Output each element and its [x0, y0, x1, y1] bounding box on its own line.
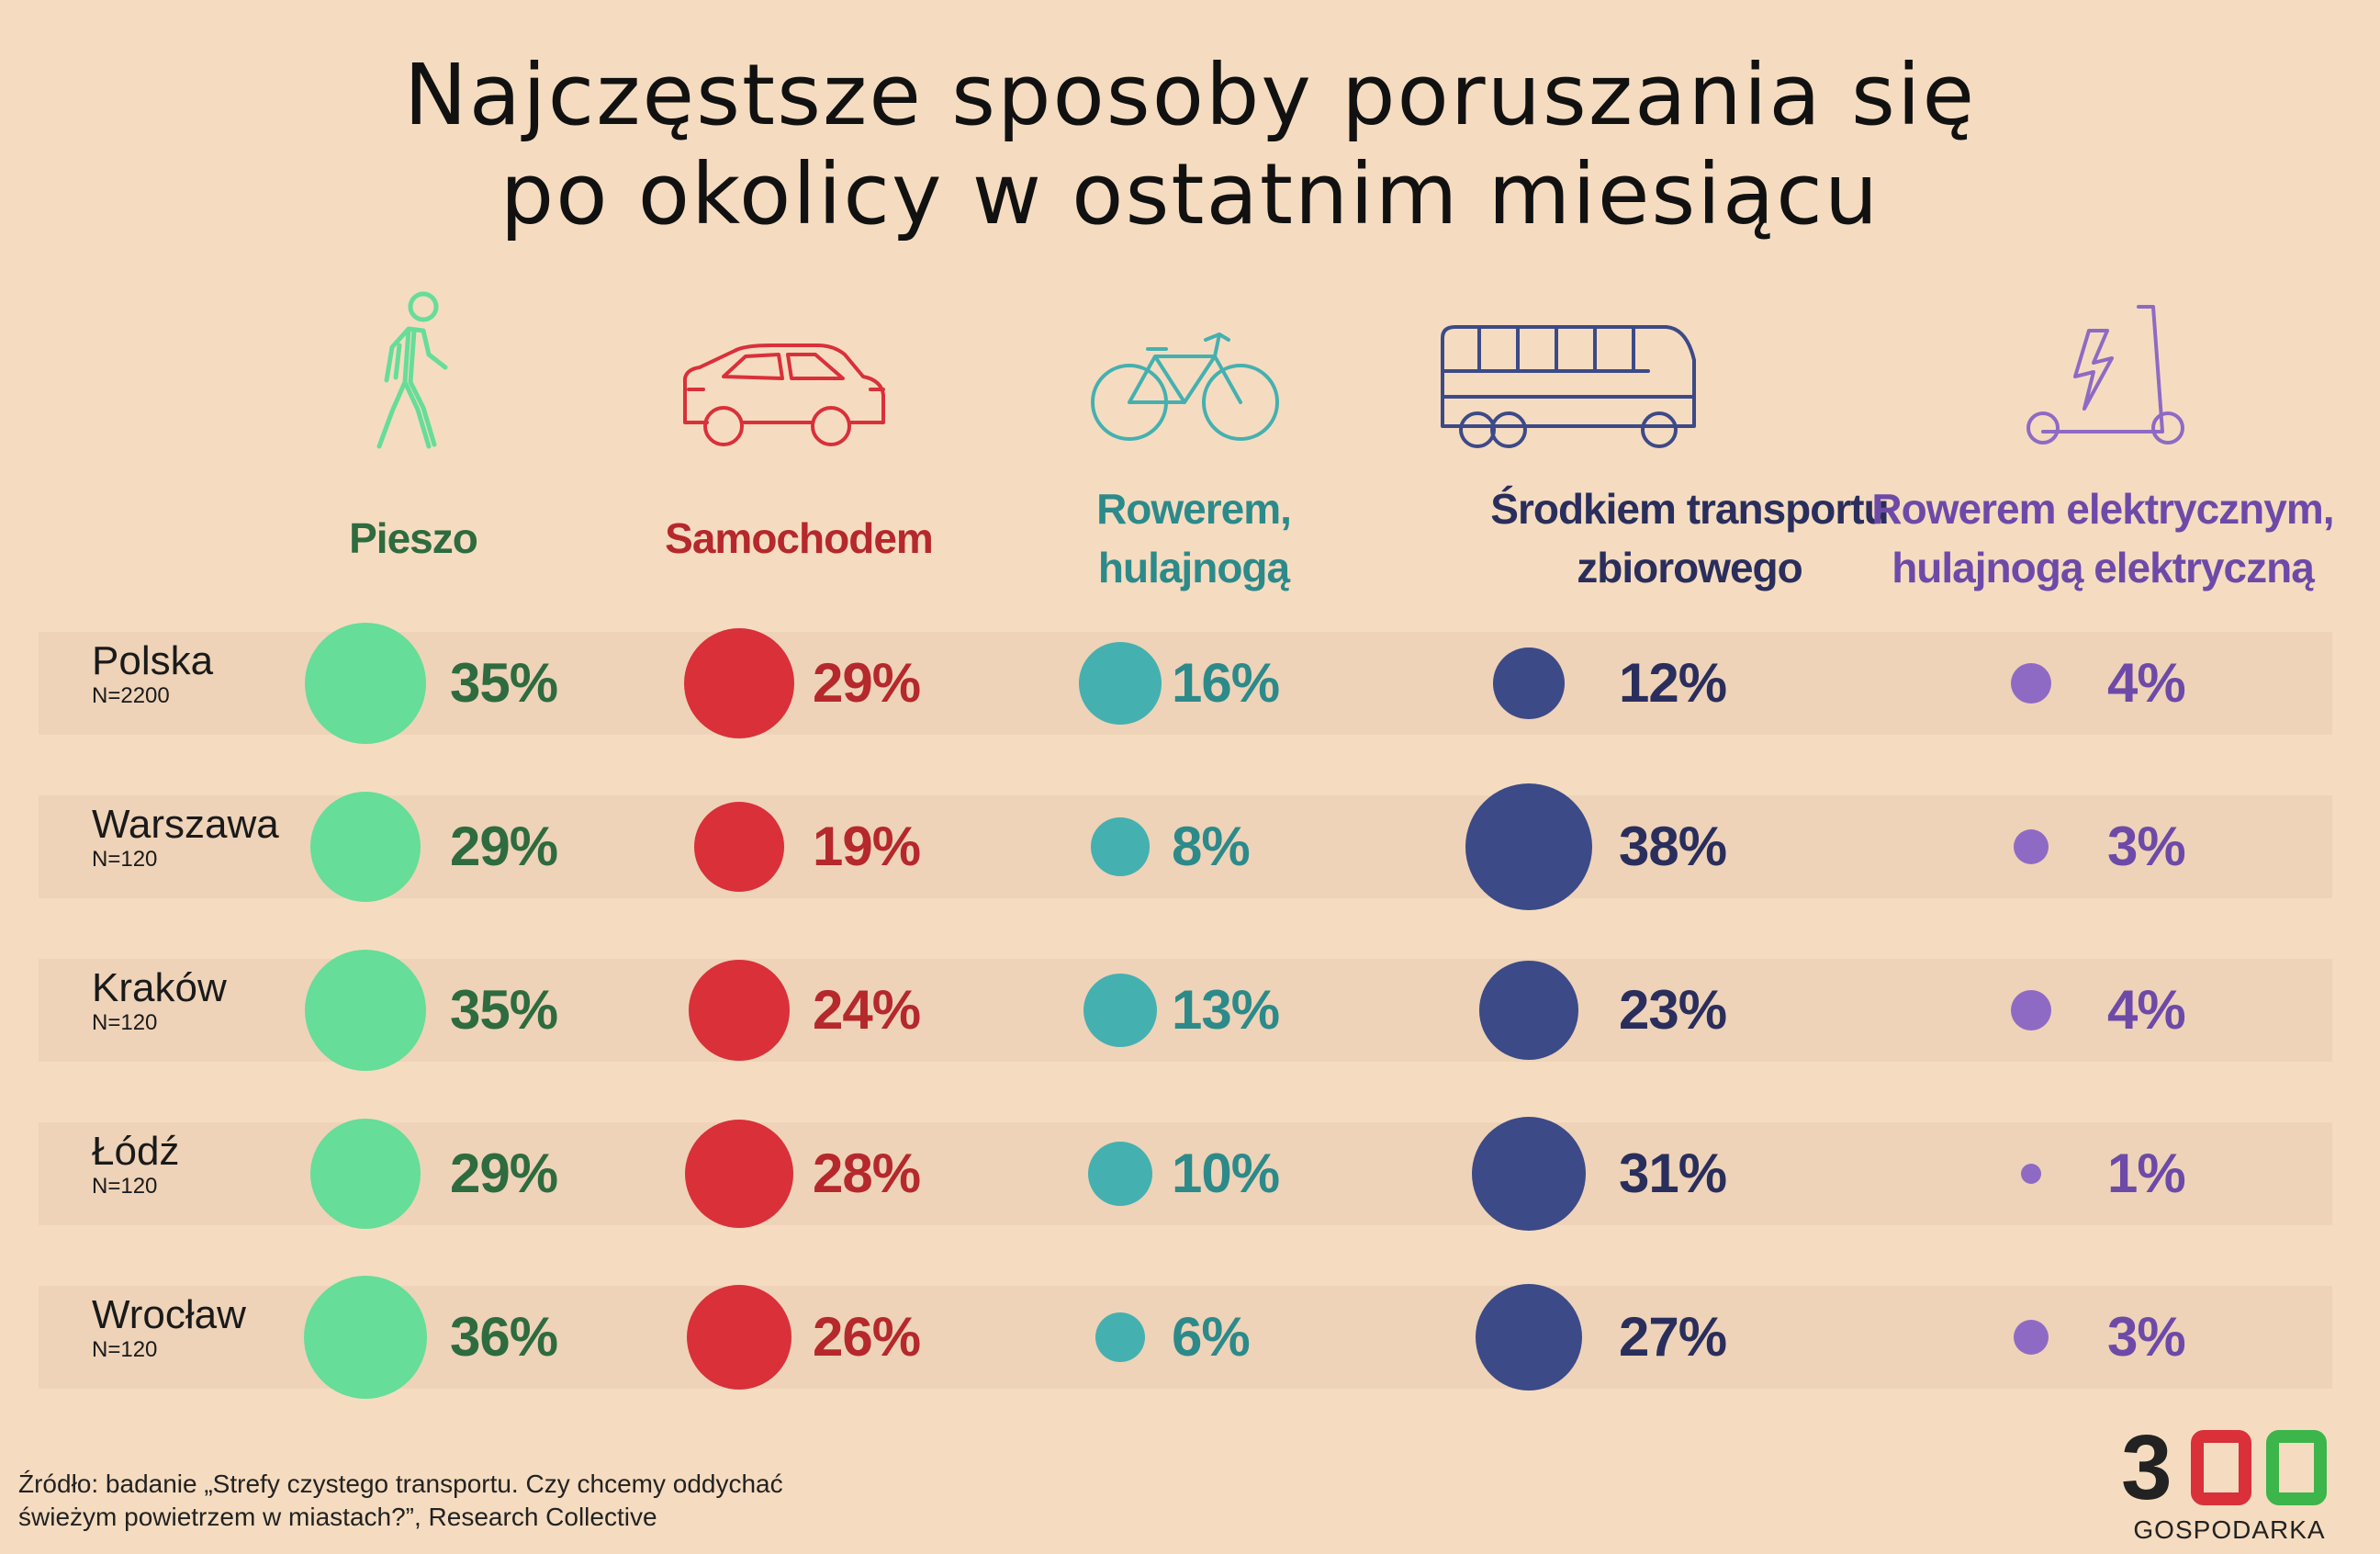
column-heading-rowerem: Rowerem, hulajnogą [982, 479, 1405, 597]
source-line-2: świeżym powietrzem w miastach?”, Researc… [18, 1503, 657, 1531]
value-label: 3% [2107, 1306, 2186, 1368]
bubble-mark [304, 949, 427, 1072]
column-heading-text-line-2: hulajnogą elektryczną [1892, 544, 2315, 591]
bubble-mark [689, 960, 790, 1061]
bubble-mark [303, 1275, 428, 1400]
bubble-mark [309, 1118, 421, 1230]
row-sample-size: N=120 [92, 1174, 158, 1199]
bubble-mark [2013, 1319, 2049, 1356]
row-sample-size: N=120 [92, 1010, 158, 1035]
column-heading-text-line-2: hulajnogą [1097, 544, 1290, 591]
bubble-mark [2020, 1163, 2042, 1185]
row-name: Łódź [92, 1129, 180, 1174]
row-label: Warszawa N=120 [92, 803, 279, 873]
bubble-mark [683, 627, 795, 739]
bubble-mark [1087, 1141, 1153, 1207]
bubble-mark [1091, 817, 1150, 876]
chart-title-line-1: Najczęstsze sposoby poruszania się [403, 46, 1977, 144]
logo-number: 3 [2121, 1422, 2338, 1514]
bubble-mark [684, 1119, 794, 1229]
value-label: 24% [813, 979, 921, 1041]
bubble-mark [1095, 1312, 1146, 1363]
value-label: 29% [450, 816, 558, 877]
value-label: 6% [1172, 1306, 1251, 1368]
row-label: Kraków N=120 [92, 966, 227, 1036]
bubble-mark [1475, 1283, 1583, 1391]
column-heading-text: Samochodem [665, 514, 934, 562]
bubble-mark [304, 622, 427, 745]
row-name: Polska [92, 638, 214, 683]
value-label: 16% [1172, 652, 1280, 714]
logo-zero-red [2191, 1430, 2251, 1505]
row-label: Polska N=2200 [92, 639, 213, 709]
bus-icon [1437, 323, 1699, 452]
logo-word: GOSPODARKA [2133, 1515, 2326, 1544]
value-label: 19% [813, 816, 921, 877]
bubble-mark [2010, 662, 2052, 704]
row-label: Wrocław N=120 [92, 1293, 246, 1363]
bubble-mark [1079, 642, 1162, 725]
table-row [39, 1122, 2332, 1225]
value-label: 27% [1619, 1306, 1727, 1368]
value-label: 35% [450, 652, 558, 714]
bubble-mark [1471, 1116, 1587, 1232]
bubble-mark [1465, 783, 1593, 911]
column-heading-text: Środkiem transportu [1490, 485, 1889, 533]
value-label: 36% [450, 1306, 558, 1368]
row-sample-size: N=2200 [92, 683, 170, 708]
value-label: 35% [450, 979, 558, 1041]
value-label: 23% [1619, 979, 1727, 1041]
value-label: 31% [1619, 1143, 1727, 1204]
value-label: 3% [2107, 816, 2186, 877]
brand-logo: 3 GOSPODARKA [2121, 1422, 2338, 1544]
value-label: 4% [2107, 652, 2186, 714]
row-name: Wrocław [92, 1292, 246, 1337]
value-label: 26% [813, 1306, 921, 1368]
chart-title: Najczęstsze sposoby poruszania się po ok… [0, 46, 2380, 244]
value-label: 29% [813, 652, 921, 714]
value-label: 1% [2107, 1143, 2186, 1204]
row-name: Warszawa [92, 802, 279, 847]
table-row [39, 795, 2332, 898]
value-label: 10% [1172, 1143, 1280, 1204]
column-heading-samochodem: Samochodem [523, 509, 1074, 568]
logo-zero-green [2266, 1430, 2327, 1505]
value-label: 8% [1172, 816, 1251, 877]
column-heading-text: Rowerem, [1096, 485, 1292, 533]
bubble-mark [1479, 961, 1578, 1060]
bubble-mark [694, 802, 784, 892]
bicycle-icon [1091, 331, 1279, 445]
row-name: Kraków [92, 965, 227, 1010]
value-label: 12% [1619, 652, 1727, 714]
column-heading-pieszo: Pieszo [138, 509, 689, 568]
value-label: 28% [813, 1143, 921, 1204]
row-sample-size: N=120 [92, 1337, 158, 1362]
bubble-mark [2010, 989, 2052, 1031]
source-note: Źródło: badanie „Strefy czystego transpo… [18, 1468, 937, 1534]
column-heading-transport-zbiorowy: Środkiem transportu zbiorowego [1478, 479, 1901, 597]
value-label: 13% [1172, 979, 1280, 1041]
value-label: 4% [2107, 979, 2186, 1041]
column-heading-elektryczne: Rowerem elektrycznym, hulajnogą elektryc… [1846, 479, 2360, 597]
row-sample-size: N=120 [92, 847, 158, 872]
bubble-mark [686, 1284, 792, 1391]
car-icon [679, 342, 886, 452]
value-label: 29% [450, 1143, 558, 1204]
column-heading-text-line-2: zbiorowego [1577, 544, 1803, 591]
bubble-mark [309, 791, 421, 903]
bubble-mark [1083, 973, 1158, 1048]
chart-title-line-2: po okolicy w ostatnim miesiącu [500, 145, 1880, 243]
electric-scooter-icon [2025, 303, 2190, 450]
logo-digit-3: 3 [2121, 1416, 2172, 1519]
column-heading-text: Rowerem elektrycznym, [1871, 485, 2334, 533]
source-line-1: Źródło: badanie „Strefy czystego transpo… [18, 1470, 783, 1498]
row-label: Łódź N=120 [92, 1130, 179, 1199]
value-label: 38% [1619, 816, 1727, 877]
walking-person-icon [372, 290, 455, 451]
bubble-mark [1493, 648, 1565, 719]
column-heading-text: Pieszo [349, 514, 478, 562]
bubble-mark [2013, 828, 2049, 865]
